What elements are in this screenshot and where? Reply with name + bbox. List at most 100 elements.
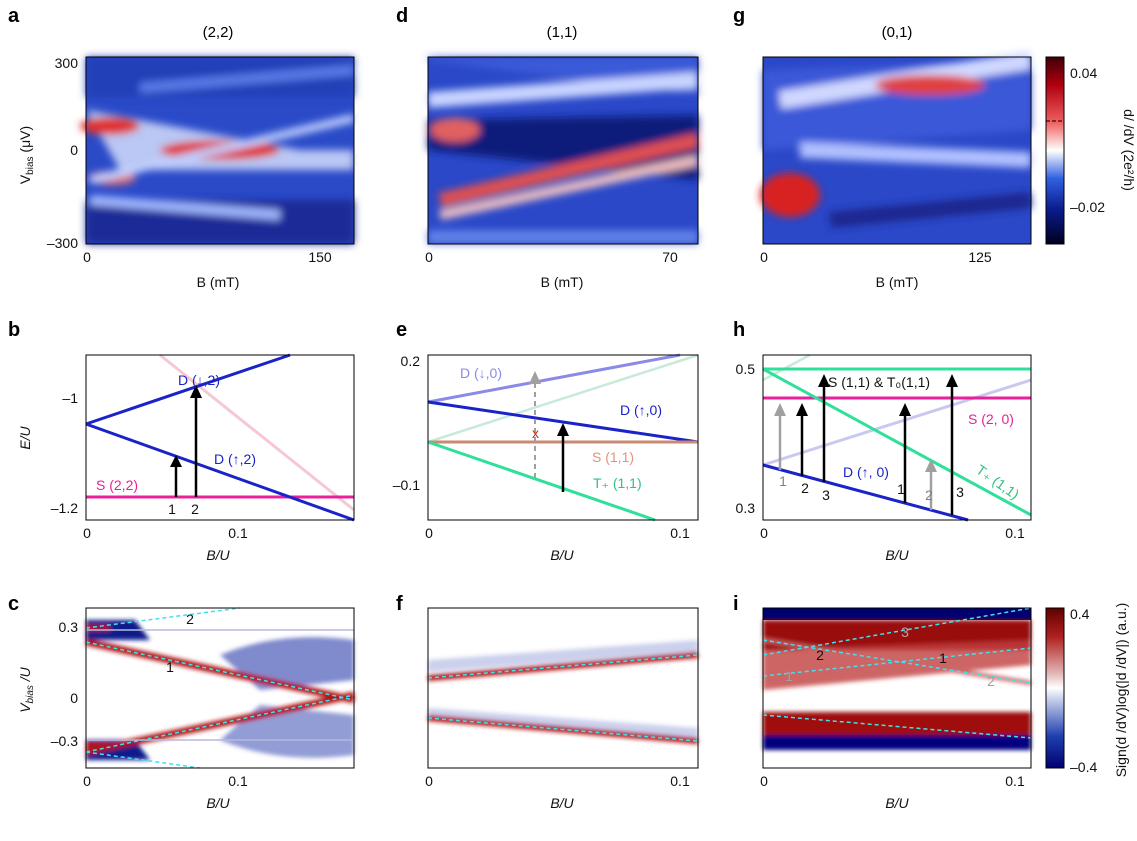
e-label-x: x — [532, 425, 539, 441]
axes-h — [762, 354, 1032, 521]
colorbar-top — [1045, 56, 1065, 245]
xtick-i-01: 0.1 — [1005, 773, 1025, 789]
heatmap-f — [427, 608, 699, 768]
e-label-tplus: T₊ (1,1) — [593, 475, 642, 491]
xtick-e-0: 0 — [425, 525, 433, 541]
panel-letter-h: h — [733, 319, 745, 341]
ytick-a-neg300: –300 — [47, 235, 78, 251]
h-arrowhead-1a — [774, 403, 786, 416]
c-label-2: 2 — [186, 611, 194, 627]
colorbar-top-tick-hi: 0.04 — [1070, 65, 1097, 81]
colorbar-bot-tick-hi: 0.4 — [1070, 606, 1090, 622]
h-label-2b: 2 — [925, 487, 933, 503]
axes-c — [85, 607, 355, 769]
ylabel-top: Vbias (μV) — [17, 126, 36, 184]
xtick-h-01: 0.1 — [1005, 525, 1025, 541]
xlabel-i: B/U — [885, 795, 909, 811]
h-tplus-line — [762, 367, 1032, 517]
xlabel-f: B/U — [550, 795, 574, 811]
ytick-b-1: –1 — [62, 390, 78, 406]
h-arrowhead-3a — [818, 374, 830, 387]
e-dup0-line — [427, 400, 699, 444]
xtick-e-01: 0.1 — [670, 525, 690, 541]
xtick-g-125: 125 — [968, 249, 992, 265]
i-label-3: 3 — [901, 624, 909, 640]
title-g: (0,1) — [882, 24, 913, 41]
h-faint-blue — [762, 378, 1032, 467]
plot-h — [762, 353, 1032, 522]
xlabel-b: B/U — [206, 547, 230, 563]
xtick-a-0: 0 — [83, 249, 91, 265]
xtick-g-0: 0 — [760, 249, 768, 265]
panel-letter-c: c — [8, 593, 19, 615]
xlabel-e: B/U — [550, 547, 574, 563]
panel-letter-a: a — [8, 5, 20, 27]
xlabel-d: B (mT) — [541, 274, 584, 290]
b-label-1: 1 — [168, 501, 176, 517]
ytick-e-02: 0.2 — [401, 353, 421, 369]
panel-letter-b: b — [8, 319, 20, 341]
panel-letter-d: d — [396, 5, 408, 27]
panel-letter-e: e — [396, 319, 407, 341]
ylabel-top-v: V — [17, 174, 33, 184]
xtick-a-150: 150 — [308, 249, 332, 265]
h-label-3a: 3 — [822, 487, 830, 503]
ylabel-b: E/U — [17, 425, 33, 449]
h-arrowhead-2a — [796, 403, 808, 416]
xlabel-h: B/U — [885, 547, 909, 563]
h-label-dup0: D (↑, 0) — [843, 464, 889, 480]
b-arrowhead-2 — [190, 385, 202, 398]
h-arrowhead-3b — [946, 374, 958, 387]
xtick-i-0: 0 — [760, 773, 768, 789]
ylabel-bot-unit: /U — [17, 666, 33, 685]
colorbar-bot — [1045, 607, 1065, 769]
axes-b — [85, 354, 355, 521]
xtick-d-0: 0 — [425, 249, 433, 265]
e-label-ddown0: D (↓,0) — [460, 365, 502, 381]
ytick-b-12: –1.2 — [51, 500, 78, 516]
heatmap-c — [85, 607, 355, 769]
axes-g — [762, 56, 1032, 245]
heatmap-g — [760, 51, 1033, 244]
ytick-c-0: 0 — [70, 690, 78, 706]
h-dup0-line — [762, 463, 969, 522]
b-ddown2-line — [85, 353, 291, 426]
e-arrowhead-gray — [529, 371, 541, 384]
ytick-c-neg03: –0.3 — [51, 733, 78, 749]
xtick-b-0: 0 — [83, 525, 91, 541]
xlabel-c: B/U — [206, 795, 230, 811]
ytick-h-05: 0.5 — [736, 361, 756, 377]
b-label-s22: S (2,2) — [96, 477, 138, 493]
h-label-1b: 1 — [897, 481, 905, 497]
b-arrowhead-1 — [170, 455, 182, 467]
title-a: (2,2) — [203, 24, 234, 41]
b-label-2: 2 — [191, 501, 199, 517]
colorbar-top-label: d/ /dV (2e²/h) — [1121, 109, 1137, 191]
b-label-dup2: D (↑,2) — [214, 451, 256, 467]
e-arrowhead-black — [557, 423, 569, 436]
ytick-c-03: 0.3 — [59, 619, 79, 635]
ytick-a-0: 0 — [70, 142, 78, 158]
xlabel-a: B (mT) — [197, 274, 240, 290]
h-label-2a: 2 — [801, 480, 809, 496]
xtick-h-0: 0 — [760, 525, 768, 541]
b-dup2-line — [85, 422, 355, 522]
ytick-a-300: 300 — [55, 55, 79, 71]
h-label-1a: 1 — [779, 473, 787, 489]
e-tplus-line — [427, 440, 656, 522]
h-label-3b: 3 — [956, 484, 964, 500]
axes-e — [427, 354, 699, 521]
i-label-2: 2 — [816, 647, 824, 663]
heatmap-a — [80, 57, 355, 244]
e-faint-line — [427, 353, 699, 444]
h-arrowhead-2b — [925, 459, 937, 472]
xlabel-g: B (mT) — [876, 274, 919, 290]
i-label-1-gray: 1 — [785, 668, 793, 684]
e-ddown0-line — [427, 353, 681, 404]
ylabel-bot: Vbias /U — [17, 666, 36, 712]
axes-d — [427, 56, 699, 245]
e-label-s11: S (1,1) — [592, 449, 634, 465]
e-label-dup0: D (↑,0) — [620, 402, 662, 418]
xtick-c-01: 0.1 — [228, 773, 248, 789]
